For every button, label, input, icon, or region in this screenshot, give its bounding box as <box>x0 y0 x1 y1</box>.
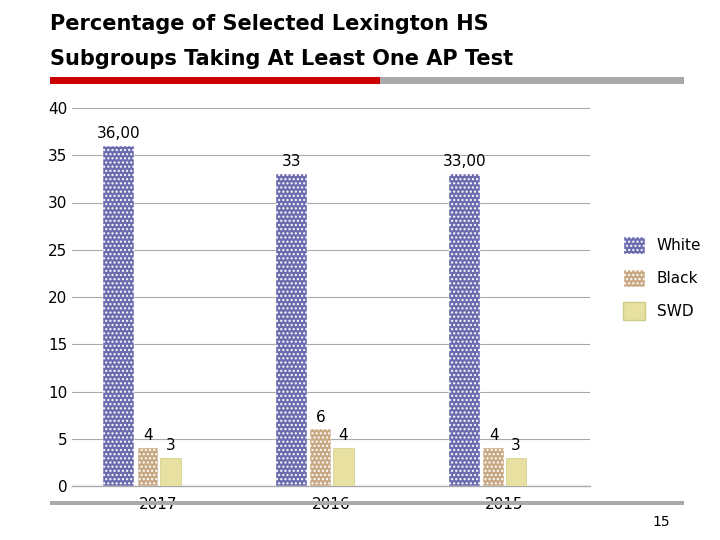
Text: 4: 4 <box>338 428 348 443</box>
Legend: White, Black, SWD: White, Black, SWD <box>618 232 706 325</box>
Bar <box>103 146 134 486</box>
Text: 4: 4 <box>489 428 498 443</box>
Text: 3: 3 <box>511 438 521 453</box>
Bar <box>505 458 526 486</box>
Text: 15: 15 <box>652 515 670 529</box>
Bar <box>160 458 181 486</box>
Bar <box>483 448 504 486</box>
Bar <box>310 429 331 486</box>
Text: 3: 3 <box>166 438 176 453</box>
Text: Subgroups Taking At Least One AP Test: Subgroups Taking At Least One AP Test <box>50 49 513 69</box>
Bar <box>449 174 480 486</box>
Text: 33,00: 33,00 <box>443 154 486 170</box>
Bar <box>138 448 158 486</box>
Text: 6: 6 <box>316 409 325 424</box>
Text: 36,00: 36,00 <box>97 126 140 141</box>
Text: 4: 4 <box>143 428 153 443</box>
Bar <box>333 448 354 486</box>
Text: Percentage of Selected Lexington HS: Percentage of Selected Lexington HS <box>50 14 489 33</box>
Bar <box>276 174 307 486</box>
Text: 33: 33 <box>282 154 301 170</box>
